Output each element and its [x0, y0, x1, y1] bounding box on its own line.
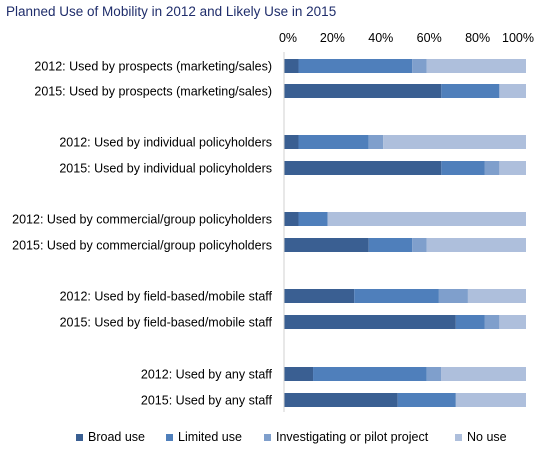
legend-swatch	[166, 434, 173, 441]
bar-segment	[284, 59, 299, 73]
bar-segment	[284, 161, 442, 175]
bar-segment	[354, 289, 439, 303]
bar-segment	[313, 367, 427, 381]
chart-title: Planned Use of Mobility in 2012 and Like…	[6, 4, 337, 19]
x-tick-label: 40%	[368, 31, 393, 45]
x-tick-label: 0%	[279, 31, 297, 45]
category-label: 2012: Used by any staff	[141, 368, 273, 382]
legend-swatch	[76, 434, 83, 441]
bar-segment	[426, 238, 526, 252]
bar-segment	[484, 161, 500, 175]
legend-label: Limited use	[178, 430, 242, 444]
category-label: 2015: Used by commercial/group policyhol…	[12, 239, 272, 253]
bar-segment	[284, 367, 314, 381]
bar-segment	[298, 212, 328, 226]
legend-swatch	[455, 434, 462, 441]
bar-segment	[438, 289, 468, 303]
bar-segment	[284, 212, 299, 226]
bar-segment	[383, 135, 526, 149]
bar-segment	[298, 135, 369, 149]
bar-segment	[441, 84, 500, 98]
x-tick-label: 60%	[417, 31, 442, 45]
bar-segment	[368, 238, 413, 252]
category-label: 2015: Used by individual policyholders	[59, 162, 272, 176]
bar-segment	[327, 212, 526, 226]
bar-segment	[484, 315, 500, 329]
bar-segment	[441, 367, 526, 381]
bar-segment	[499, 161, 526, 175]
bar-segment	[284, 135, 299, 149]
bar-segment	[426, 59, 526, 73]
bar-segment	[397, 393, 456, 407]
legend-label: No use	[467, 430, 507, 444]
bar-segment	[412, 238, 427, 252]
bar-segment	[441, 161, 485, 175]
category-label: 2015: Used by any staff	[141, 394, 273, 408]
bar-segment	[467, 289, 526, 303]
bar-segment	[499, 315, 526, 329]
x-tick-label: 20%	[320, 31, 345, 45]
bar-segment	[284, 315, 456, 329]
category-label: 2012: Used by commercial/group policyhol…	[12, 213, 272, 227]
legend-label: Broad use	[88, 430, 145, 444]
category-label: 2015: Used by field-based/mobile staff	[60, 316, 273, 330]
bar-segment	[284, 84, 442, 98]
category-label: 2012: Used by individual policyholders	[59, 136, 272, 150]
legend-label: Investigating or pilot project	[276, 430, 429, 444]
bar-segment	[455, 393, 526, 407]
bar-segment	[284, 238, 369, 252]
bar-segment	[455, 315, 485, 329]
bar-segment	[284, 289, 355, 303]
bar-segment	[426, 367, 442, 381]
bar-segment	[412, 59, 427, 73]
category-label: 2012: Used by field-based/mobile staff	[60, 290, 273, 304]
x-tick-label: 80%	[465, 31, 490, 45]
bar-segment	[368, 135, 384, 149]
bar-segment	[499, 84, 526, 98]
x-tick-label: 100%	[502, 31, 534, 45]
category-label: 2015: Used by prospects (marketing/sales…	[34, 85, 272, 99]
category-label: 2012: Used by prospects (marketing/sales…	[34, 60, 272, 74]
bar-segment	[298, 59, 413, 73]
legend-swatch	[264, 434, 271, 441]
bar-segment	[284, 393, 398, 407]
